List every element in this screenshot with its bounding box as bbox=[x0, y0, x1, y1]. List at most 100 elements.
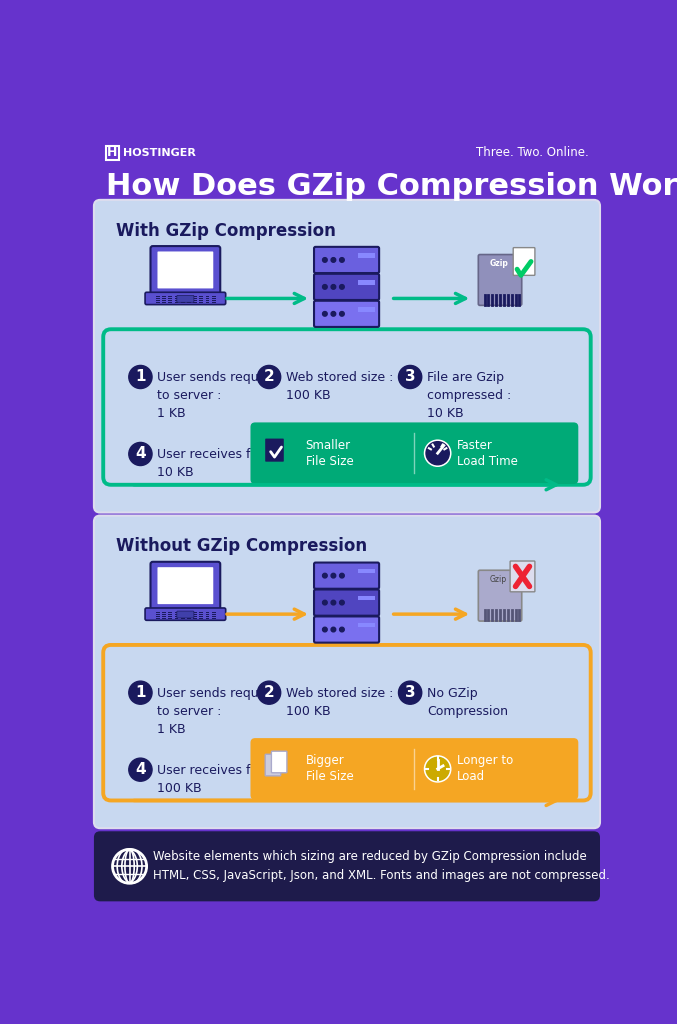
Text: Gzip: Gzip bbox=[489, 259, 508, 268]
Bar bbox=[156, 613, 160, 614]
FancyBboxPatch shape bbox=[250, 738, 578, 800]
Text: HOSTINGER: HOSTINGER bbox=[123, 147, 196, 158]
FancyBboxPatch shape bbox=[158, 567, 213, 604]
Bar bbox=[206, 617, 209, 618]
Bar bbox=[187, 611, 191, 613]
Circle shape bbox=[340, 573, 344, 578]
Bar bbox=[187, 298, 191, 299]
FancyBboxPatch shape bbox=[479, 255, 522, 305]
Bar bbox=[162, 617, 166, 618]
Bar bbox=[175, 613, 179, 614]
Text: File are Gzip
compressed :
10 KB: File are Gzip compressed : 10 KB bbox=[427, 371, 511, 420]
Bar bbox=[206, 300, 209, 301]
Circle shape bbox=[331, 311, 336, 316]
Bar bbox=[181, 617, 185, 618]
Circle shape bbox=[340, 285, 344, 289]
FancyBboxPatch shape bbox=[106, 146, 118, 160]
Bar bbox=[162, 296, 166, 297]
Bar bbox=[169, 615, 172, 616]
Bar bbox=[175, 302, 179, 303]
Circle shape bbox=[129, 758, 152, 781]
Bar bbox=[156, 300, 160, 301]
Bar bbox=[193, 613, 197, 614]
Bar bbox=[199, 615, 203, 616]
Circle shape bbox=[340, 628, 344, 632]
Bar bbox=[199, 611, 203, 613]
Bar bbox=[199, 617, 203, 618]
Circle shape bbox=[129, 442, 152, 466]
Text: How Does GZip Compression Work?: How Does GZip Compression Work? bbox=[106, 171, 677, 201]
Text: 4: 4 bbox=[135, 762, 146, 777]
Text: User receives file :
10 KB: User receives file : 10 KB bbox=[158, 447, 274, 479]
Text: 2: 2 bbox=[264, 685, 274, 700]
Bar bbox=[162, 611, 166, 613]
Bar bbox=[358, 307, 375, 311]
Bar bbox=[169, 617, 172, 618]
Text: No GZip
Compression: No GZip Compression bbox=[427, 686, 508, 718]
FancyBboxPatch shape bbox=[94, 831, 600, 901]
Bar bbox=[212, 611, 215, 613]
Text: 3: 3 bbox=[405, 370, 416, 384]
Bar bbox=[212, 296, 215, 297]
Bar bbox=[169, 611, 172, 613]
Bar bbox=[187, 615, 191, 616]
Bar bbox=[175, 298, 179, 299]
FancyBboxPatch shape bbox=[314, 247, 379, 273]
Bar bbox=[206, 302, 209, 303]
Bar bbox=[358, 596, 375, 600]
Circle shape bbox=[322, 285, 327, 289]
Bar bbox=[175, 611, 179, 613]
Bar bbox=[162, 302, 166, 303]
Bar bbox=[162, 300, 166, 301]
FancyBboxPatch shape bbox=[177, 295, 194, 302]
Text: 4: 4 bbox=[135, 446, 146, 462]
Circle shape bbox=[257, 681, 281, 705]
Text: 2: 2 bbox=[264, 370, 274, 384]
FancyBboxPatch shape bbox=[513, 248, 535, 275]
FancyBboxPatch shape bbox=[314, 562, 379, 589]
Bar bbox=[193, 611, 197, 613]
Bar bbox=[358, 568, 375, 573]
Bar bbox=[193, 298, 197, 299]
Bar bbox=[181, 298, 185, 299]
Bar bbox=[199, 302, 203, 303]
FancyBboxPatch shape bbox=[314, 301, 379, 327]
Text: Gzip: Gzip bbox=[489, 575, 506, 584]
Bar bbox=[358, 623, 375, 628]
Text: User receives file :
100 KB: User receives file : 100 KB bbox=[158, 764, 274, 795]
Text: Faster
Load Time: Faster Load Time bbox=[457, 438, 518, 468]
Bar bbox=[193, 300, 197, 301]
Bar bbox=[169, 613, 172, 614]
Circle shape bbox=[322, 573, 327, 578]
Circle shape bbox=[331, 573, 336, 578]
Text: Bigger
File Size: Bigger File Size bbox=[305, 755, 353, 783]
Bar bbox=[212, 302, 215, 303]
Bar bbox=[193, 302, 197, 303]
FancyBboxPatch shape bbox=[314, 590, 379, 615]
Circle shape bbox=[426, 441, 450, 465]
Text: User sends request
to server :
1 KB: User sends request to server : 1 KB bbox=[158, 686, 278, 735]
Text: Web stored size :
100 KB: Web stored size : 100 KB bbox=[286, 371, 393, 401]
Bar bbox=[156, 302, 160, 303]
Bar bbox=[206, 298, 209, 299]
FancyBboxPatch shape bbox=[314, 273, 379, 300]
Bar bbox=[169, 300, 172, 301]
Bar bbox=[175, 300, 179, 301]
Bar bbox=[206, 296, 209, 297]
FancyBboxPatch shape bbox=[158, 252, 213, 289]
Bar bbox=[169, 296, 172, 297]
Bar bbox=[181, 296, 185, 297]
Bar bbox=[193, 617, 197, 618]
Bar bbox=[169, 302, 172, 303]
Text: Smaller
File Size: Smaller File Size bbox=[305, 438, 353, 468]
Bar bbox=[175, 615, 179, 616]
Bar bbox=[187, 302, 191, 303]
Text: Web stored size :
100 KB: Web stored size : 100 KB bbox=[286, 686, 393, 718]
Bar bbox=[181, 300, 185, 301]
Bar bbox=[358, 253, 375, 258]
Bar bbox=[162, 613, 166, 614]
Circle shape bbox=[129, 366, 152, 388]
FancyBboxPatch shape bbox=[177, 611, 194, 618]
Bar bbox=[199, 298, 203, 299]
FancyBboxPatch shape bbox=[150, 562, 220, 611]
